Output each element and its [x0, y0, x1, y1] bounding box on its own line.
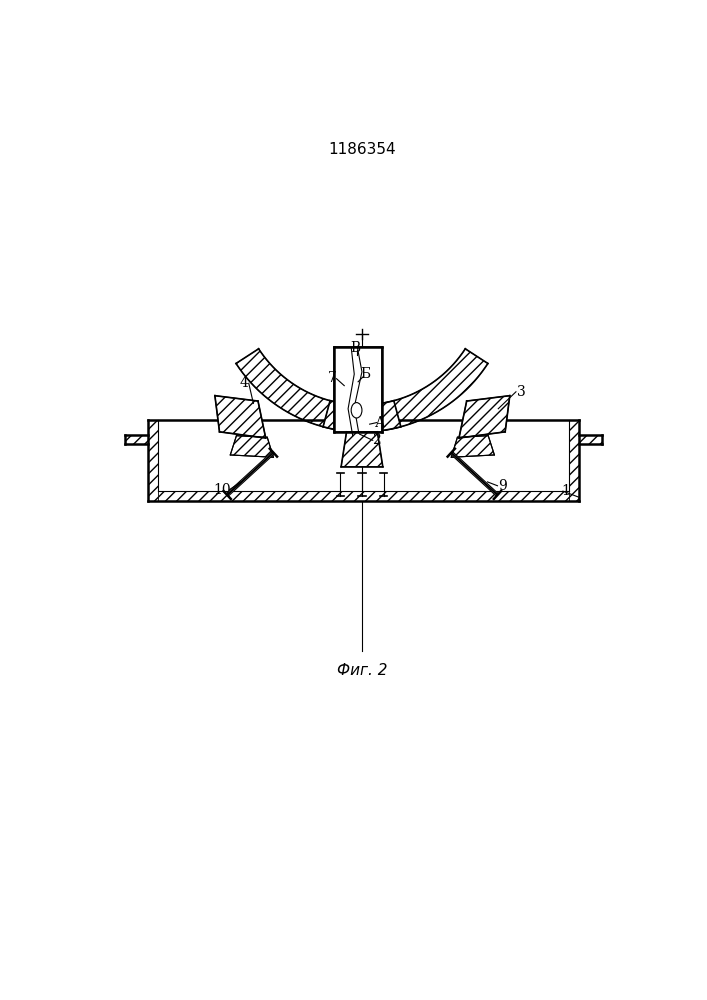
Bar [579, 435, 602, 444]
Polygon shape [236, 349, 488, 432]
Bar [125, 435, 148, 444]
Polygon shape [230, 436, 274, 457]
Polygon shape [451, 436, 494, 457]
Text: 1186354: 1186354 [328, 142, 396, 157]
Text: 3: 3 [517, 385, 526, 399]
Polygon shape [459, 396, 510, 438]
Polygon shape [450, 452, 498, 496]
Text: 2: 2 [372, 433, 381, 447]
Polygon shape [215, 396, 266, 438]
Text: А: А [375, 416, 386, 430]
Bar [569, 420, 579, 501]
Polygon shape [323, 401, 401, 432]
Text: 10: 10 [214, 483, 231, 497]
Text: 4: 4 [240, 376, 249, 390]
Bar [148, 420, 158, 501]
Polygon shape [226, 452, 274, 496]
Polygon shape [341, 432, 382, 466]
Ellipse shape [351, 403, 362, 418]
Text: 1: 1 [561, 484, 571, 498]
Text: В: В [350, 341, 360, 355]
Bar [148, 491, 579, 501]
Text: Фиг. 2: Фиг. 2 [337, 663, 387, 678]
Text: 7: 7 [328, 371, 337, 385]
Bar [334, 347, 382, 432]
Text: 9: 9 [498, 479, 507, 493]
Text: Б: Б [361, 367, 371, 381]
